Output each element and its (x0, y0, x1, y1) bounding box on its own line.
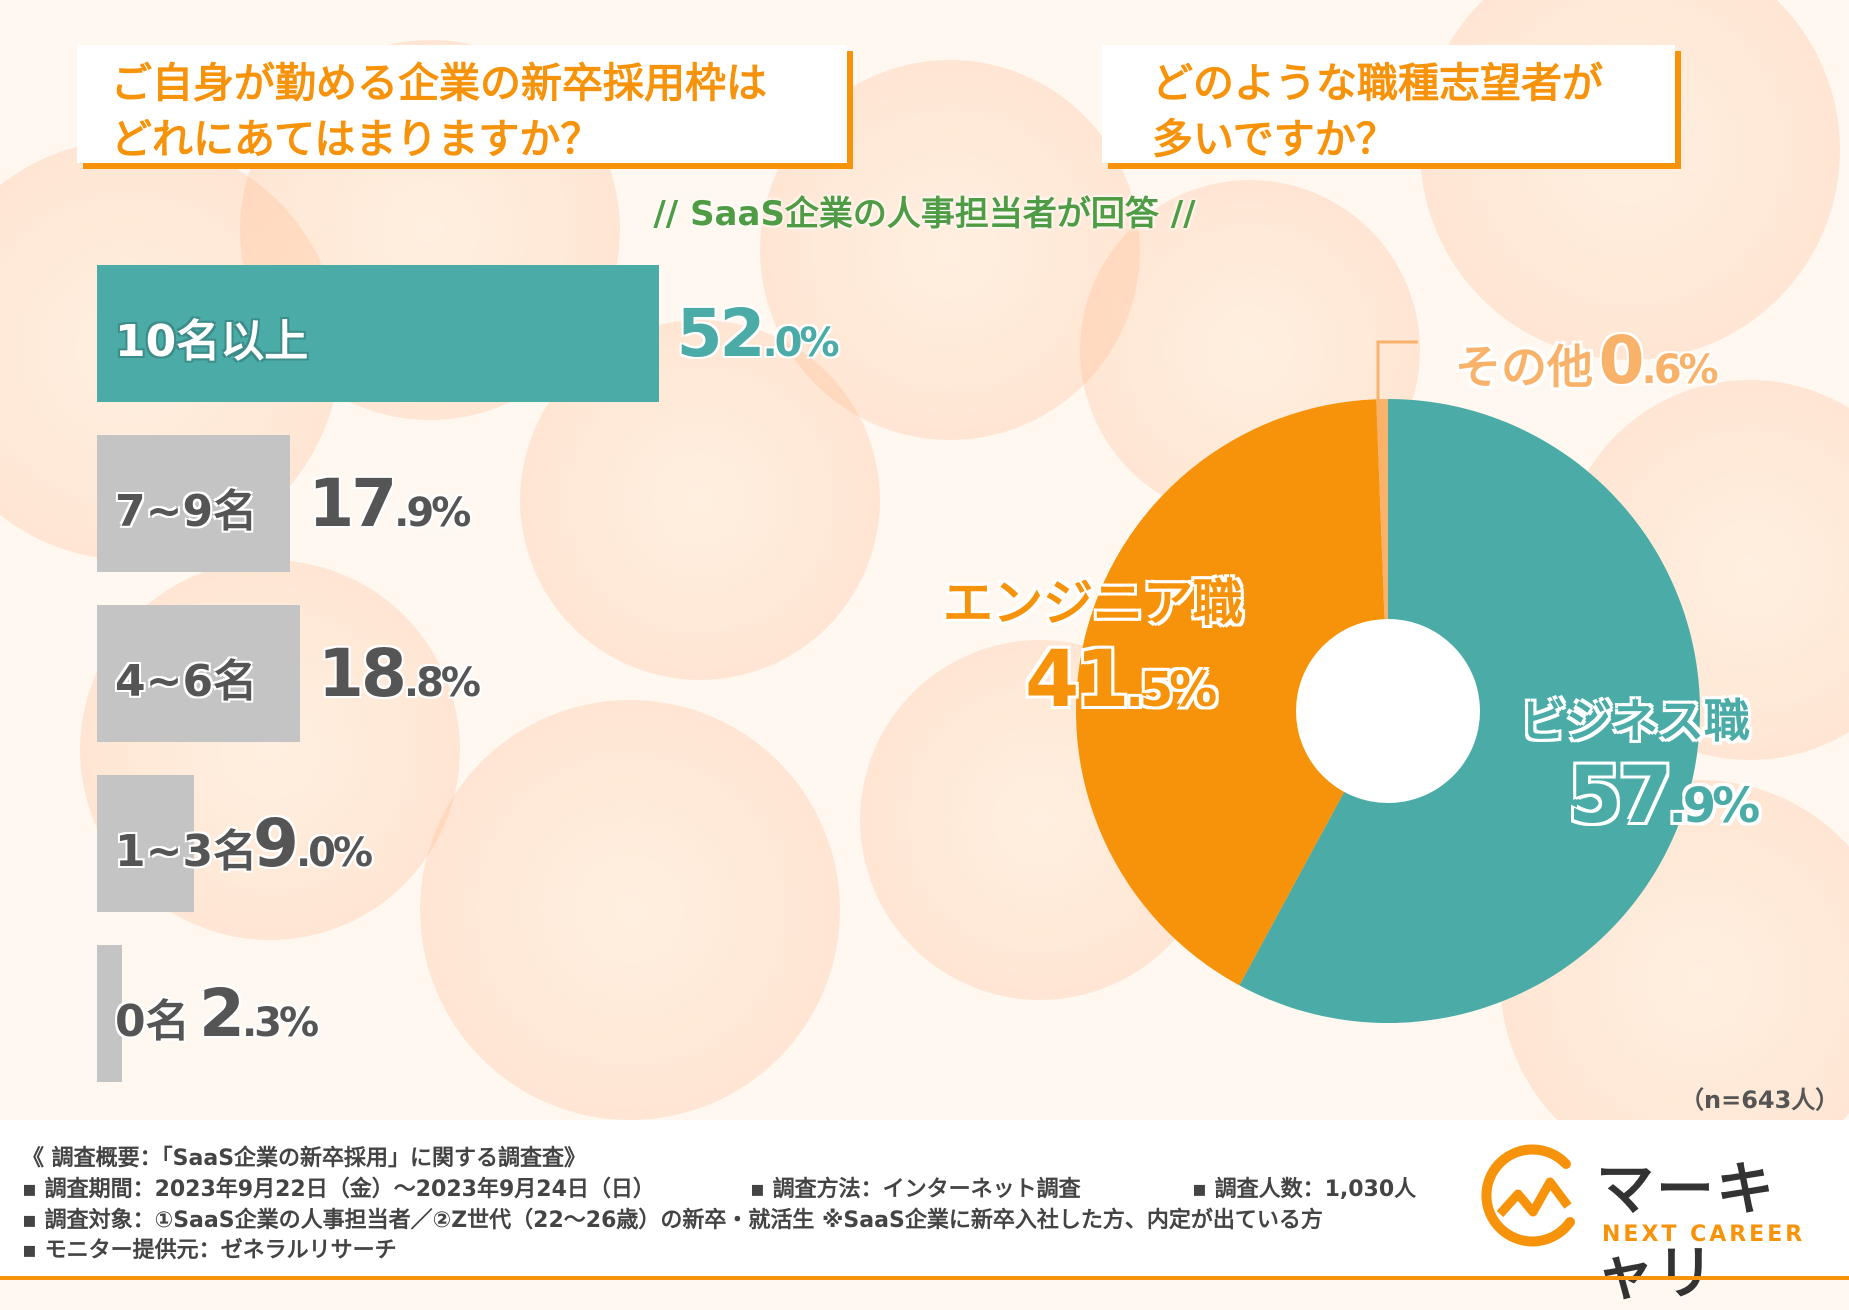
bar-label: 1~3名 (115, 826, 258, 877)
footer-method: ▪ 調査方法：インターネット調査 (750, 1177, 1081, 1202)
pie-label-engineer: エンジニア職 41.5% (943, 563, 1243, 725)
bar (97, 265, 659, 402)
footer: 《 調査概要：「SaaS企業の新卒採用」に関する調査査》 ▪ 調査期間：2023… (0, 1120, 1849, 1307)
footer-monitor: ▪ モニター提供元：ゼネラルリサーチ (22, 1238, 397, 1263)
leader-line (1376, 340, 1418, 411)
pie-label-engineer-name: エンジニア職 (943, 574, 1243, 632)
subtitle: // SaaS企業の人事担当者が回答 // (653, 194, 1196, 234)
bar-value: 2.3% (199, 975, 319, 1052)
question-left-line2: どれにあてはまりますか？ (111, 115, 602, 163)
donut-hole (1296, 619, 1480, 803)
bar (97, 945, 122, 1082)
logo: マーキャリ NEXT CAREER (1478, 1142, 1828, 1307)
footer-period: ▪ 調査期間：2023年9月22日（金）～2023年9月24日（日） (22, 1177, 655, 1202)
question-right-line2: 多いですか？ (1152, 115, 1397, 163)
question-box-left: ご自身が勤める企業の新卒採用枠は どれにあてはまりますか？ (77, 45, 847, 163)
pie-slice (1076, 399, 1388, 986)
bar (97, 435, 291, 572)
pie-label-business: ビジネス職 57.9% (1520, 685, 1760, 841)
question-left-line1: ご自身が勤める企業の新卒採用枠は (111, 59, 767, 107)
footer-title: 《 調査概要：「SaaS企業の新卒採用」に関する調査査》 (22, 1146, 587, 1171)
pie-label-other: その他 0.6% (1455, 322, 1719, 399)
question-right-line1: どのような職種志望者が (1152, 59, 1603, 107)
bar-value: 52.0% (676, 295, 840, 372)
bar-label: 4~6名 (115, 656, 258, 707)
pie-label-business-name: ビジネス職 (1520, 694, 1750, 748)
bar-label: 7~9名 (115, 486, 258, 537)
pie-label-other-name: その他 (1455, 340, 1593, 394)
bar-label: 0名 (115, 996, 190, 1047)
bar (97, 775, 195, 912)
bar (97, 605, 301, 742)
footer-count: ▪ 調査人数：1,030人 (1192, 1177, 1417, 1202)
bar-value: 18.8% (318, 635, 481, 712)
logo-mark-icon (1481, 1144, 1575, 1247)
footer-bottom-line (0, 1276, 1849, 1280)
question-box-right: どのような職種志望者が 多いですか？ (1102, 45, 1675, 163)
logo-tagline: NEXT CAREER (1602, 1222, 1806, 1247)
donut-chart (1076, 340, 1700, 1023)
sample-size: （n=643人） (1680, 1086, 1840, 1114)
bar-value: 17.9% (308, 465, 471, 542)
bar-label: 10名以上 (115, 316, 309, 367)
bar-value: 9.0% (253, 805, 373, 882)
footer-target: ▪ 調査対象：①SaaS企業の人事担当者／②Z世代（22～26歳）の新卒・就活生… (22, 1208, 1323, 1233)
